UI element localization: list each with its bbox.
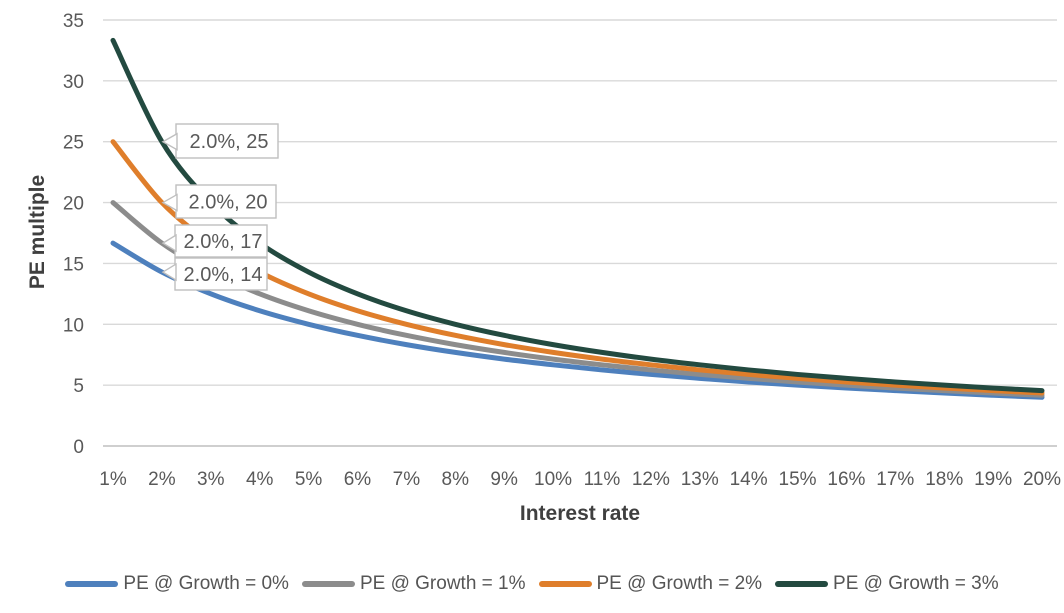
data-callout-label: 2.0%, 14 <box>184 264 263 286</box>
x-tick-label: 20% <box>1023 469 1061 490</box>
data-callout-box <box>175 123 279 159</box>
x-tick-label: 14% <box>730 469 768 490</box>
x-tick-label: 10% <box>534 469 572 490</box>
data-callout-label: 2.0%, 25 <box>190 131 269 153</box>
y-tick-label: 25 <box>63 133 84 154</box>
legend-item-1: PE @ Growth = 1% <box>301 573 526 595</box>
x-tick-label: 9% <box>490 469 518 490</box>
data-callout-label: 2.0%, 17 <box>184 231 263 253</box>
legend-line-swatch <box>301 581 355 587</box>
legend-label: PE @ Growth = 0% <box>123 573 289 594</box>
legend-line-swatch <box>65 581 119 587</box>
legend-label: PE @ Growth = 3% <box>833 573 999 594</box>
data-callout-pointer <box>161 193 178 212</box>
data-callout-pointer <box>161 132 178 151</box>
x-tick-label: 2% <box>148 469 176 490</box>
x-tick-label: 17% <box>876 469 914 490</box>
x-tick-label: 15% <box>779 469 817 490</box>
legend: PE @ Growth = 0% PE @ Growth = 1% PE @ Gro… <box>0 573 1064 595</box>
x-tick-label: 11% <box>584 469 621 490</box>
y-tick-label: 5 <box>73 376 84 397</box>
x-tick-label: 8% <box>442 469 470 490</box>
data-callout-box <box>174 224 268 258</box>
legend-item-2: PE @ Growth = 2% <box>538 573 763 595</box>
x-tick-label: 6% <box>344 469 372 490</box>
x-tick-label: 7% <box>393 469 421 490</box>
series-line-0 <box>110 240 1045 400</box>
data-callout-box <box>174 257 268 291</box>
y-tick-label: 30 <box>63 72 84 93</box>
x-tick-label: 16% <box>827 469 865 490</box>
y-tick-label: 35 <box>63 11 84 32</box>
x-tick-label: 12% <box>632 469 670 490</box>
plot-area: 0 5 10 15 20 25 30 35 1% 2% 3% 4% 5% 6% 7% 8% 9% 10% 11% 12… <box>63 11 1061 490</box>
x-tick-label: 4% <box>246 469 274 490</box>
data-callout-pointer <box>161 233 177 253</box>
x-tick-label: 18% <box>925 469 963 490</box>
y-tick-label: 20 <box>63 194 84 215</box>
x-tick-label: 3% <box>197 469 225 490</box>
legend-item-0: PE @ Growth = 0% <box>65 573 289 595</box>
y-tick-label: 10 <box>63 315 84 336</box>
data-callout-label: 2.0%, 20 <box>189 192 268 214</box>
legend-item-3: PE @ Growth = 3% <box>775 573 999 595</box>
y-tick-label: 15 <box>63 254 84 275</box>
x-tick-label: 13% <box>681 469 719 490</box>
x-axis-title: Interest rate <box>519 502 641 525</box>
y-axis-title: PE multiple <box>26 174 49 290</box>
y-tick-label: 0 <box>73 437 84 458</box>
x-tick-label: 5% <box>295 469 323 490</box>
legend-label: PE @ Growth = 1% <box>359 573 526 594</box>
legend-line-swatch <box>538 581 592 587</box>
x-tick-label: 1% <box>99 469 127 490</box>
legend-line-swatch <box>775 581 829 587</box>
data-callout-pointer <box>161 262 177 282</box>
x-tick-label: 19% <box>974 469 1012 490</box>
legend-label: PE @ Growth = 2% <box>596 573 763 594</box>
series-line-1 <box>110 200 1045 398</box>
